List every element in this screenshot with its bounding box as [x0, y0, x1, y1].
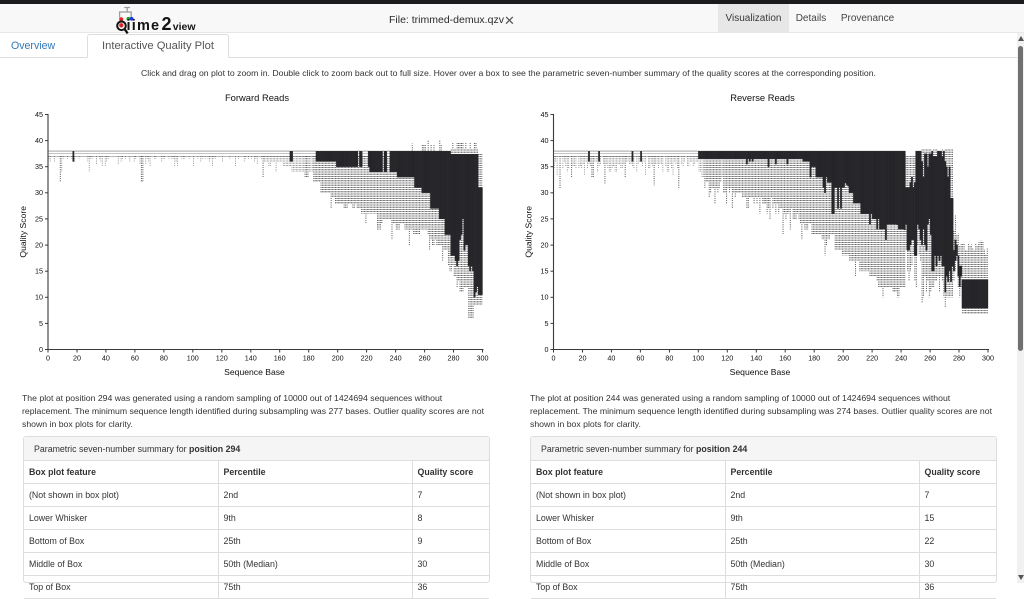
- svg-text:15: 15: [541, 267, 549, 276]
- svg-text:260: 260: [924, 354, 936, 363]
- svg-text:40: 40: [102, 354, 110, 363]
- svg-text:0: 0: [39, 345, 43, 354]
- svg-text:240: 240: [895, 354, 907, 363]
- svg-text:5: 5: [39, 319, 43, 328]
- svg-text:45: 45: [35, 110, 43, 119]
- svg-text:Reverse Reads: Reverse Reads: [730, 92, 795, 103]
- svg-text:0: 0: [46, 354, 50, 363]
- svg-text:100: 100: [692, 354, 704, 363]
- svg-text:160: 160: [274, 354, 286, 363]
- svg-text:25: 25: [541, 214, 549, 223]
- svg-text:Quality Score: Quality Score: [18, 206, 28, 258]
- svg-text:120: 120: [216, 354, 228, 363]
- svg-text:25: 25: [35, 214, 43, 223]
- svg-text:140: 140: [750, 354, 762, 363]
- svg-text:220: 220: [361, 354, 373, 363]
- svg-text:280: 280: [953, 354, 965, 363]
- svg-text:140: 140: [245, 354, 257, 363]
- svg-text:15: 15: [35, 267, 43, 276]
- svg-text:20: 20: [579, 354, 587, 363]
- svg-text:iime: iime: [127, 18, 161, 34]
- svg-text:240: 240: [390, 354, 402, 363]
- svg-text:2: 2: [162, 14, 172, 34]
- svg-text:35: 35: [35, 162, 43, 171]
- svg-text:60: 60: [636, 354, 644, 363]
- svg-text:60: 60: [131, 354, 139, 363]
- svg-text:100: 100: [187, 354, 199, 363]
- svg-text:5: 5: [545, 319, 549, 328]
- svg-text:20: 20: [73, 354, 81, 363]
- svg-text:Sequence Base: Sequence Base: [224, 367, 285, 377]
- svg-text:40: 40: [541, 136, 549, 145]
- svg-text:20: 20: [35, 241, 43, 250]
- svg-text:Sequence Base: Sequence Base: [730, 367, 791, 377]
- svg-text:40: 40: [35, 136, 43, 145]
- svg-text:200: 200: [837, 354, 849, 363]
- svg-text:180: 180: [303, 354, 315, 363]
- svg-text:80: 80: [665, 354, 673, 363]
- svg-text:40: 40: [607, 354, 615, 363]
- svg-text:45: 45: [541, 110, 549, 119]
- svg-text:200: 200: [332, 354, 344, 363]
- svg-text:Forward Reads: Forward Reads: [225, 92, 289, 103]
- svg-text:Quality Score: Quality Score: [524, 206, 534, 258]
- svg-text:280: 280: [448, 354, 460, 363]
- svg-text:view: view: [173, 21, 197, 33]
- svg-text:35: 35: [541, 162, 549, 171]
- svg-text:10: 10: [541, 293, 549, 302]
- svg-text:180: 180: [808, 354, 820, 363]
- svg-text:300: 300: [982, 354, 994, 363]
- svg-text:30: 30: [35, 188, 43, 197]
- svg-text:260: 260: [419, 354, 431, 363]
- svg-text:220: 220: [866, 354, 878, 363]
- svg-text:120: 120: [721, 354, 733, 363]
- svg-text:300: 300: [477, 354, 489, 363]
- svg-text:0: 0: [545, 345, 549, 354]
- svg-text:80: 80: [160, 354, 168, 363]
- svg-text:10: 10: [35, 293, 43, 302]
- svg-text:160: 160: [779, 354, 791, 363]
- svg-text:30: 30: [541, 188, 549, 197]
- svg-text:0: 0: [552, 354, 556, 363]
- svg-text:20: 20: [541, 241, 549, 250]
